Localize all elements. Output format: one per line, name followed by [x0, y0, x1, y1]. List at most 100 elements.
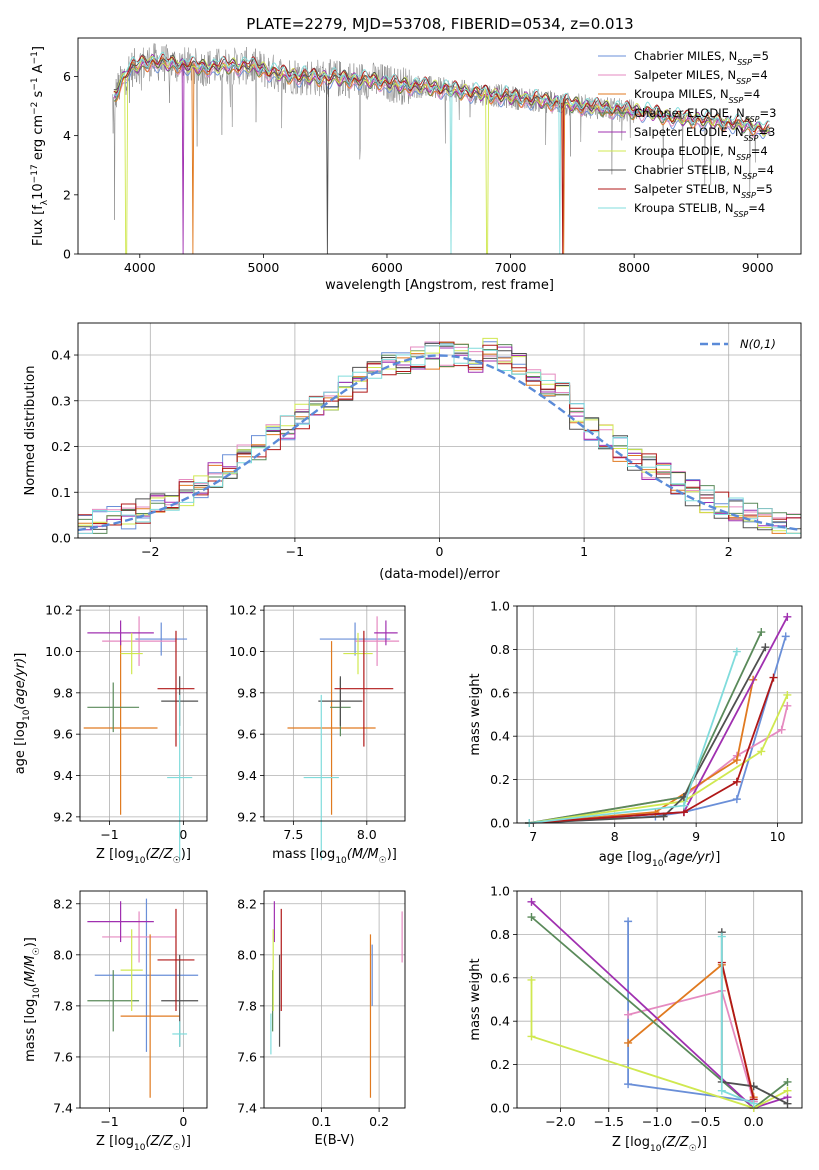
legend-entry-salpeter-miles: Salpeter MILES, NSSP=4 [634, 68, 768, 86]
x-tick-label: 9 [692, 829, 700, 844]
label-part: =4 [748, 201, 765, 215]
label-part: =4 [743, 87, 760, 101]
label-part: 10 [134, 1143, 146, 1153]
x-axis-label: (data-model)/error [379, 567, 500, 582]
model-spectrum-kroupa-stelib [113, 51, 770, 254]
x-tick-label: −1 [286, 544, 304, 559]
axes-frame [77, 37, 802, 255]
panel-residuals: −2 −1 0 1 2 0.0 0.1 0.2 0.3 0.4 N(0,1) (data-model)… [23, 322, 802, 582]
axes-frame [516, 890, 803, 1109]
y-tick-label: 7.4 [53, 1101, 73, 1116]
label-part: )] [181, 1134, 191, 1149]
y-tick-label: 0.2 [490, 1057, 510, 1072]
series-marker [769, 673, 778, 682]
panel-age-vs-Z: −1 09.29.49.69.810.010.2Z [log10(Z/Z☉)]ag… [13, 603, 208, 866]
y-tick-label: 0.0 [490, 816, 510, 831]
legend-entry-normal: N(0,1) [740, 337, 776, 351]
y-tick-label: 0 [63, 247, 71, 262]
plot-area [527, 897, 792, 1112]
panel-spectrum: 4000 5000 6000 7000 8000 9000 0 2 4 6 wavelength [… [30, 37, 802, 293]
y-tick-label: 6 [63, 69, 71, 84]
label-part: ☉ [32, 947, 42, 955]
label-part: 10 [22, 709, 32, 721]
x-tick-label: 0 [179, 1114, 187, 1129]
series-marker [732, 795, 741, 804]
series-marker [624, 1080, 633, 1089]
y-axis-label: age [log10(age/yr)] [13, 653, 32, 775]
x-tick-label: 7 [529, 829, 537, 844]
label-part: SSP [745, 115, 760, 124]
label-part: SSP [741, 191, 756, 200]
x-tick-label: 2 [725, 544, 733, 559]
point-salpeter-miles [102, 616, 176, 666]
point-chabrier-miles [135, 622, 188, 656]
point-salpeter-miles [102, 911, 176, 963]
y-tick-label: 9.6 [237, 727, 257, 742]
y-axis-label: mass [log10(M/M☉)] [23, 937, 42, 1062]
x-tick-label: 0.1 [312, 1114, 332, 1129]
series-marker [783, 612, 792, 621]
point-kroupa-stelib [303, 694, 339, 861]
y-tick-label: 10.0 [45, 644, 73, 659]
label-part: −1 [30, 51, 40, 64]
series-marker [527, 913, 536, 922]
x-tick-label: 0.2 [369, 1114, 389, 1129]
series-marker [624, 917, 633, 926]
histogram-salpeter-stelib [78, 341, 801, 526]
x-tick-label: −1.0 [642, 1114, 672, 1129]
label-part: Salpeter ELODIE, N [634, 125, 744, 139]
x-axis-label: E(B-V) [314, 1133, 354, 1148]
x-tick-label: 1 [580, 544, 588, 559]
plot-area [83, 616, 199, 861]
point-salpeter-stelib [334, 630, 394, 747]
gridlines [517, 890, 802, 1109]
y-axis-label: mass weight [468, 673, 483, 755]
series-marker [757, 628, 766, 637]
x-tick-label: 9000 [742, 260, 774, 275]
plot-area [77, 337, 802, 534]
y-tick-label: 10.2 [45, 603, 73, 618]
y-tick-label: 1.0 [490, 599, 510, 614]
point-kroupa-stelib [167, 694, 193, 861]
x-tick-label: −0.5 [690, 1114, 720, 1129]
series-marker [679, 801, 688, 810]
y-tick-label: 7.4 [237, 1101, 257, 1116]
label-part: SSP [736, 153, 751, 162]
label-part: Z [log [96, 1134, 134, 1149]
label-part: Kroupa MILES, N [634, 87, 729, 101]
label-part: )] [181, 847, 191, 862]
label-part: mass [log [272, 847, 335, 862]
x-tick-label: 8 [611, 829, 619, 844]
label-part: Chabrier ELODIE, N [634, 106, 745, 120]
series-line [720, 962, 755, 1100]
label-part: Chabrier MILES, N [634, 49, 737, 63]
point-salpeter-elodie [374, 620, 398, 646]
label-part: 10 [335, 856, 347, 866]
panel-mass-vs-Z: −1 07.47.67.88.08.2Z [log10(Z/Z☉)]mass [l… [23, 890, 208, 1153]
label-part: =3 [760, 106, 777, 120]
label-part: (Z/Z [145, 847, 173, 862]
label-part: Flux [f [31, 205, 46, 246]
label-part: (age/yr) [13, 658, 28, 710]
label-part: =4 [751, 144, 768, 158]
legend-entry-salpeter-elodie: Salpeter ELODIE, NSSP=3 [634, 125, 775, 143]
x-tick-label: 6000 [371, 260, 403, 275]
y-axis-label: Normed distribution [23, 366, 38, 496]
point-kroupa-elodie [120, 929, 143, 1011]
point-salpeter-elodie [87, 901, 154, 943]
label-part: wavelength [Angstrom, rest frame] [325, 278, 554, 293]
x-axis-label: Z [log10(Z/Z☉)] [96, 847, 191, 866]
label-part: 10 [652, 859, 664, 869]
series-marker [624, 1010, 633, 1019]
series-line [627, 989, 755, 1102]
point-kroupa-elodie [343, 632, 373, 675]
series-marker [732, 756, 741, 765]
series-kroupa-elodie [527, 975, 792, 1112]
label-part: (Z/Z [145, 1134, 173, 1149]
y-tick-label: 0.3 [51, 393, 71, 408]
y-tick-label: 2 [63, 187, 71, 202]
x-axis-label: Z [log10(Z/Z☉)] [96, 1134, 191, 1153]
point-salpeter-stelib [157, 630, 195, 747]
